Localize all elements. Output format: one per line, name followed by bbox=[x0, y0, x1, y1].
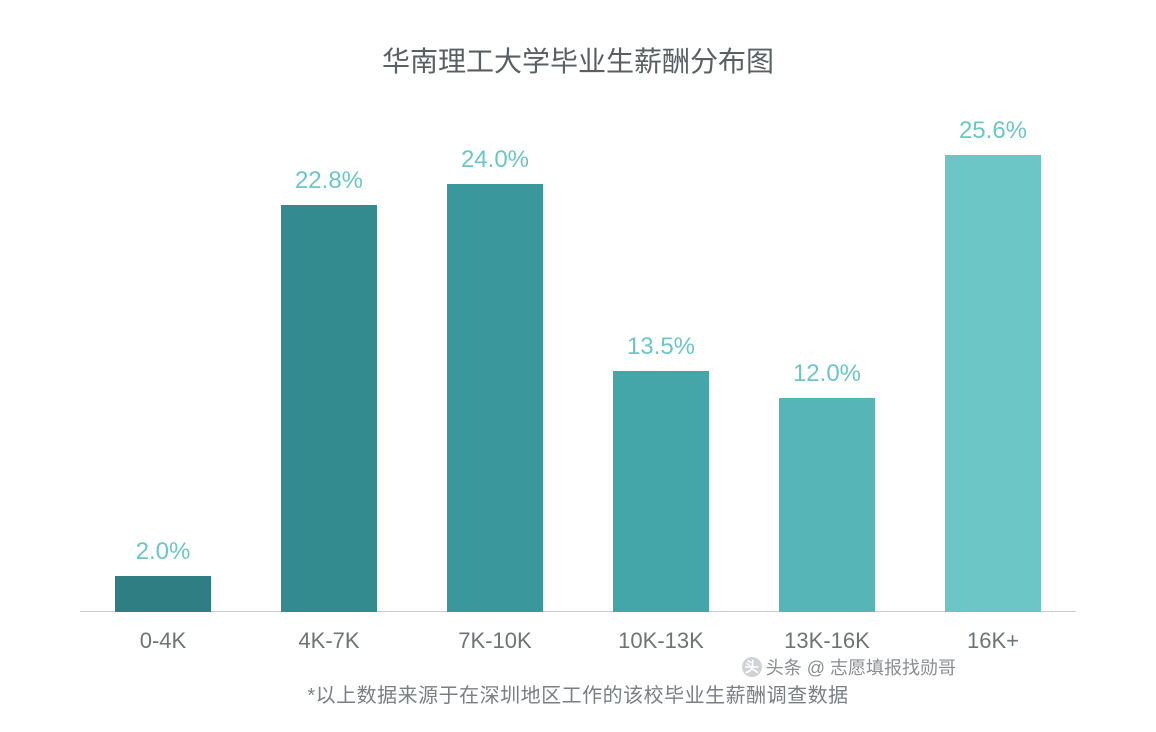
bar-value-label: 22.8% bbox=[281, 167, 377, 195]
bar-value-label: 13.5% bbox=[613, 333, 709, 361]
plot-area: 2.0%0-4K 22.8%4K-7K 24.0%7K-10K 13.5%10K-13… bbox=[80, 130, 1076, 612]
bar-group: 12.0%13K-16K bbox=[779, 130, 875, 612]
x-tick-label: 13K-16K bbox=[784, 628, 870, 654]
x-axis-line bbox=[80, 611, 1076, 612]
watermark: 头 头条 @ 志愿填报找勋哥 bbox=[742, 654, 956, 680]
x-tick-label: 10K-13K bbox=[618, 628, 704, 654]
chart-footnote: *以上数据来源于在深圳地区工作的该校毕业生薪酬调查数据 bbox=[0, 679, 1156, 708]
bar-value-label: 12.0% bbox=[779, 360, 875, 388]
bar bbox=[945, 155, 1041, 612]
bar-group: 13.5%10K-13K bbox=[613, 130, 709, 612]
x-tick-label: 16K+ bbox=[967, 628, 1019, 654]
watermark-text: 头条 @ 志愿填报找勋哥 bbox=[766, 654, 956, 680]
bar bbox=[115, 576, 211, 612]
x-tick-label: 0-4K bbox=[140, 628, 186, 654]
bar bbox=[613, 371, 709, 612]
bar-group: 25.6%16K+ bbox=[945, 130, 1041, 612]
bar-value-label: 25.6% bbox=[945, 117, 1041, 145]
bar bbox=[281, 205, 377, 612]
x-tick-label: 7K-10K bbox=[458, 628, 531, 654]
bar bbox=[779, 398, 875, 612]
bar-group: 2.0%0-4K bbox=[115, 130, 211, 612]
bar bbox=[447, 184, 543, 612]
x-tick-label: 4K-7K bbox=[298, 628, 359, 654]
bar-value-label: 2.0% bbox=[115, 538, 211, 566]
bar-value-label: 24.0% bbox=[447, 146, 543, 174]
bar-group: 24.0%7K-10K bbox=[447, 130, 543, 612]
chart-title: 华南理工大学毕业生薪酬分布图 bbox=[0, 40, 1156, 80]
bar-group: 22.8%4K-7K bbox=[281, 130, 377, 612]
watermark-icon: 头 bbox=[742, 657, 762, 677]
chart-container: 华南理工大学毕业生薪酬分布图 2.0%0-4K22.8%4K-7K24.0%7K… bbox=[0, 0, 1156, 732]
